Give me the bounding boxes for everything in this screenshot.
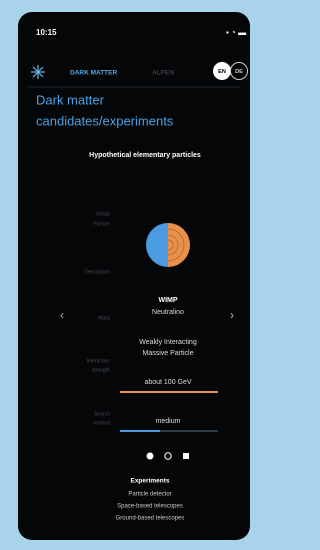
page-dot[interactable] xyxy=(183,453,189,459)
experiments-title: Experiments xyxy=(130,478,169,485)
field-label: strength xyxy=(92,367,110,373)
prev-arrow[interactable]: ‹ xyxy=(60,308,64,322)
logo xyxy=(31,65,45,79)
field-label: Search xyxy=(94,411,110,417)
page-dot[interactable] xyxy=(147,453,154,460)
lang-label[interactable]: EN xyxy=(218,69,226,75)
time: 10:15 xyxy=(36,28,57,37)
field-label: Interaction xyxy=(87,358,111,364)
experiment: Particle detector xyxy=(128,492,171,498)
page: 10:15 ▪ ◔ ▬ DARK MATTER ALPEN EN DE Dark… xyxy=(0,0,267,550)
lang-label[interactable]: DE xyxy=(235,69,243,75)
experiment: Space-based telescopes xyxy=(117,504,183,510)
particle: Neutralino xyxy=(152,309,184,316)
phone xyxy=(18,12,250,540)
nav-item[interactable]: DARK MATTER xyxy=(70,70,117,77)
description: Massive Particle xyxy=(143,350,194,357)
group: WIMP xyxy=(158,297,177,304)
next-arrow[interactable]: › xyxy=(230,308,234,322)
field-label: method xyxy=(93,420,110,426)
search-method: medium xyxy=(156,418,181,425)
nav-item[interactable]: ALPEN xyxy=(152,70,174,77)
field-label: Description xyxy=(85,269,110,275)
field-label: Particle xyxy=(93,221,110,227)
title: candidates/experiments xyxy=(36,113,174,128)
field-label: Group xyxy=(96,211,110,217)
screen: 10:15 ▪ ◔ ▬ DARK MATTER ALPEN EN DE Dark… xyxy=(0,0,267,550)
status-icons: ▪ ◔ ▬ xyxy=(226,28,246,37)
field-label: Mass xyxy=(98,315,110,321)
experiment: Ground-based telescopes xyxy=(116,516,185,522)
particle-icon xyxy=(146,223,190,267)
title: Dark matter xyxy=(36,92,105,107)
subtitle: Hypothetical elementary particles xyxy=(89,152,201,159)
mass: about 100 GeV xyxy=(144,379,191,386)
description: Weakly Interacting xyxy=(139,339,197,346)
